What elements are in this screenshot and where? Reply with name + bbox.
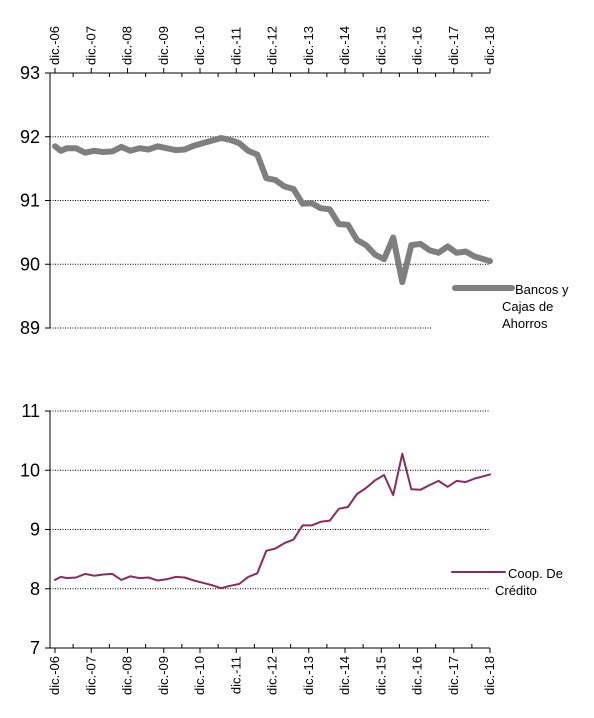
x-tick-label: dic.-11 — [228, 27, 243, 65]
x-tick-label: dic.-17 — [446, 26, 461, 65]
legend-label: Crédito — [495, 583, 537, 598]
y-tick-label: 90 — [20, 254, 40, 274]
x-tick-label: dic.-10 — [192, 656, 207, 695]
bottom-panel-chart: 7 8 9 10 11 dic.-06 dic.-07 dic.-08 dic.-09 dic.-… — [20, 401, 563, 695]
x-tick-label: dic.-17 — [446, 656, 461, 695]
y-tick-label: 11 — [21, 401, 40, 421]
x-tick-label: dic.-09 — [156, 656, 171, 695]
x-tick-label: dic.-06 — [47, 656, 62, 695]
top-panel-chart: 89 90 91 92 93 dic.-06 dic.-07 dic.-08 dic.-09 di… — [20, 26, 569, 338]
legend-label: Ahorros — [502, 316, 548, 331]
y-tick-label: 89 — [20, 318, 40, 338]
x-tick-label: dic.-12 — [265, 656, 280, 695]
y-tick-label: 92 — [20, 127, 40, 147]
x-tick-label: dic.-18 — [482, 656, 497, 695]
x-tick-label: dic.-10 — [192, 26, 207, 65]
x-tick-label: dic.-14 — [337, 656, 352, 695]
series-line — [52, 135, 493, 286]
x-tick-label: dic.-11 — [228, 656, 243, 694]
x-tick-label: dic.-06 — [47, 26, 62, 65]
x-tick-label: dic.-13 — [301, 26, 316, 65]
x-tick-label: dic.-16 — [410, 26, 425, 65]
y-tick-label: 10 — [20, 460, 40, 480]
x-tick-label: dic.-16 — [410, 656, 425, 695]
x-tick-label: dic.-07 — [83, 656, 98, 695]
x-tick-label: dic.-15 — [373, 656, 388, 695]
x-tick-label: dic.-14 — [337, 26, 352, 65]
legend-label: Cajas de — [502, 299, 553, 314]
y-tick-label: 8 — [30, 579, 40, 599]
x-tick-label: dic.-15 — [373, 26, 388, 65]
x-tick-label: dic.-18 — [482, 26, 497, 65]
x-tick-label: dic.-08 — [120, 26, 135, 65]
series-line — [54, 452, 491, 590]
x-tick-label: dic.-07 — [83, 26, 98, 65]
y-tick-label: 7 — [30, 638, 40, 658]
legend-label: Bancos y — [515, 282, 569, 297]
y-tick-label: 91 — [20, 191, 40, 211]
y-tick-label: 9 — [30, 520, 40, 540]
x-tick-label: dic.-12 — [265, 26, 280, 65]
y-tick-label: 93 — [20, 63, 40, 83]
legend-label: Coop. De — [508, 566, 563, 581]
x-tick-label: dic.-08 — [120, 656, 135, 695]
x-tick-label: dic.-13 — [301, 656, 316, 695]
x-tick-label: dic.-09 — [156, 26, 171, 65]
